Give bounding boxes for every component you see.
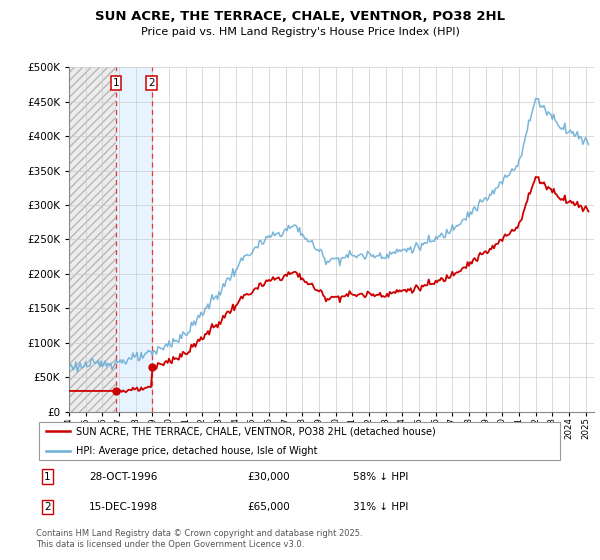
Text: Price paid vs. HM Land Registry's House Price Index (HPI): Price paid vs. HM Land Registry's House … [140, 27, 460, 37]
Text: 1: 1 [113, 78, 119, 88]
Text: SUN ACRE, THE TERRACE, CHALE, VENTNOR, PO38 2HL: SUN ACRE, THE TERRACE, CHALE, VENTNOR, P… [95, 10, 505, 23]
Text: 28-OCT-1996: 28-OCT-1996 [89, 472, 157, 482]
Text: 2: 2 [148, 78, 155, 88]
Bar [116, 67, 152, 412]
FancyBboxPatch shape [38, 422, 560, 460]
Text: SUN ACRE, THE TERRACE, CHALE, VENTNOR, PO38 2HL (detached house): SUN ACRE, THE TERRACE, CHALE, VENTNOR, P… [76, 426, 436, 436]
Bar [69, 67, 116, 412]
Text: Contains HM Land Registry data © Crown copyright and database right 2025.
This d: Contains HM Land Registry data © Crown c… [36, 529, 362, 549]
Text: 15-DEC-1998: 15-DEC-1998 [89, 502, 158, 512]
Text: £65,000: £65,000 [247, 502, 290, 512]
Text: 58% ↓ HPI: 58% ↓ HPI [353, 472, 408, 482]
Text: HPI: Average price, detached house, Isle of Wight: HPI: Average price, detached house, Isle… [76, 446, 317, 456]
Text: 2: 2 [44, 502, 51, 512]
Text: 1: 1 [44, 472, 51, 482]
Text: £30,000: £30,000 [247, 472, 290, 482]
Text: 31% ↓ HPI: 31% ↓ HPI [353, 502, 408, 512]
